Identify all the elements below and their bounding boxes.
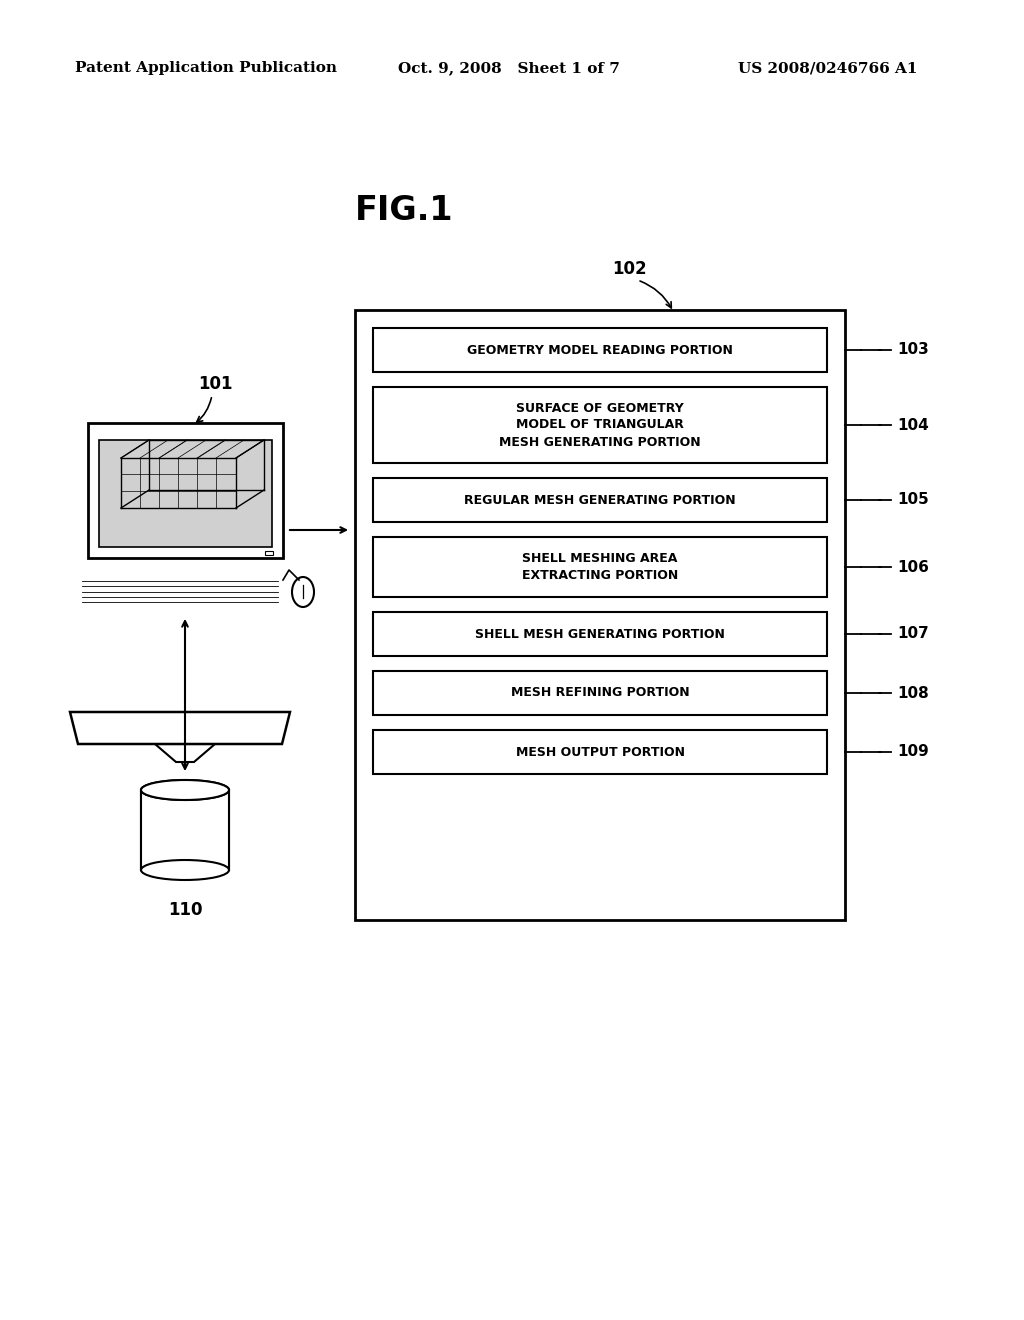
Text: 107: 107: [897, 627, 929, 642]
Text: Patent Application Publication: Patent Application Publication: [75, 61, 337, 75]
Text: 106: 106: [897, 560, 929, 574]
Bar: [355, 310, 845, 920]
Bar: [373, 387, 827, 463]
Bar: [265, 550, 273, 554]
Bar: [373, 612, 827, 656]
Text: REGULAR MESH GENERATING PORTION: REGULAR MESH GENERATING PORTION: [464, 494, 736, 507]
Text: 104: 104: [897, 417, 929, 433]
Bar: [141, 789, 229, 870]
Text: 102: 102: [612, 260, 647, 279]
Text: SHELL MESHING AREA
EXTRACTING PORTION: SHELL MESHING AREA EXTRACTING PORTION: [522, 552, 678, 582]
Bar: [88, 422, 283, 558]
Text: 108: 108: [897, 685, 929, 701]
Bar: [99, 440, 272, 546]
Bar: [373, 478, 827, 521]
Text: SHELL MESH GENERATING PORTION: SHELL MESH GENERATING PORTION: [475, 627, 725, 640]
Text: 105: 105: [897, 492, 929, 507]
Text: MESH REFINING PORTION: MESH REFINING PORTION: [511, 686, 689, 700]
Bar: [373, 537, 827, 597]
Text: SURFACE OF GEOMETRY
MODEL OF TRIANGULAR
MESH GENERATING PORTION: SURFACE OF GEOMETRY MODEL OF TRIANGULAR …: [499, 401, 700, 449]
Text: GEOMETRY MODEL READING PORTION: GEOMETRY MODEL READING PORTION: [467, 343, 733, 356]
Bar: [373, 327, 827, 372]
Text: 109: 109: [897, 744, 929, 759]
Text: 101: 101: [198, 375, 232, 393]
Ellipse shape: [292, 577, 314, 607]
Ellipse shape: [141, 780, 229, 800]
Bar: [373, 730, 827, 774]
Ellipse shape: [141, 861, 229, 880]
Text: FIG.1: FIG.1: [355, 194, 454, 227]
Polygon shape: [70, 711, 290, 744]
Text: 110: 110: [168, 902, 203, 919]
Polygon shape: [155, 744, 215, 762]
Ellipse shape: [141, 780, 229, 800]
Text: 103: 103: [897, 342, 929, 358]
Bar: [373, 671, 827, 715]
Text: MESH OUTPUT PORTION: MESH OUTPUT PORTION: [515, 746, 684, 759]
Text: US 2008/0246766 A1: US 2008/0246766 A1: [738, 61, 918, 75]
Text: Oct. 9, 2008   Sheet 1 of 7: Oct. 9, 2008 Sheet 1 of 7: [398, 61, 620, 75]
